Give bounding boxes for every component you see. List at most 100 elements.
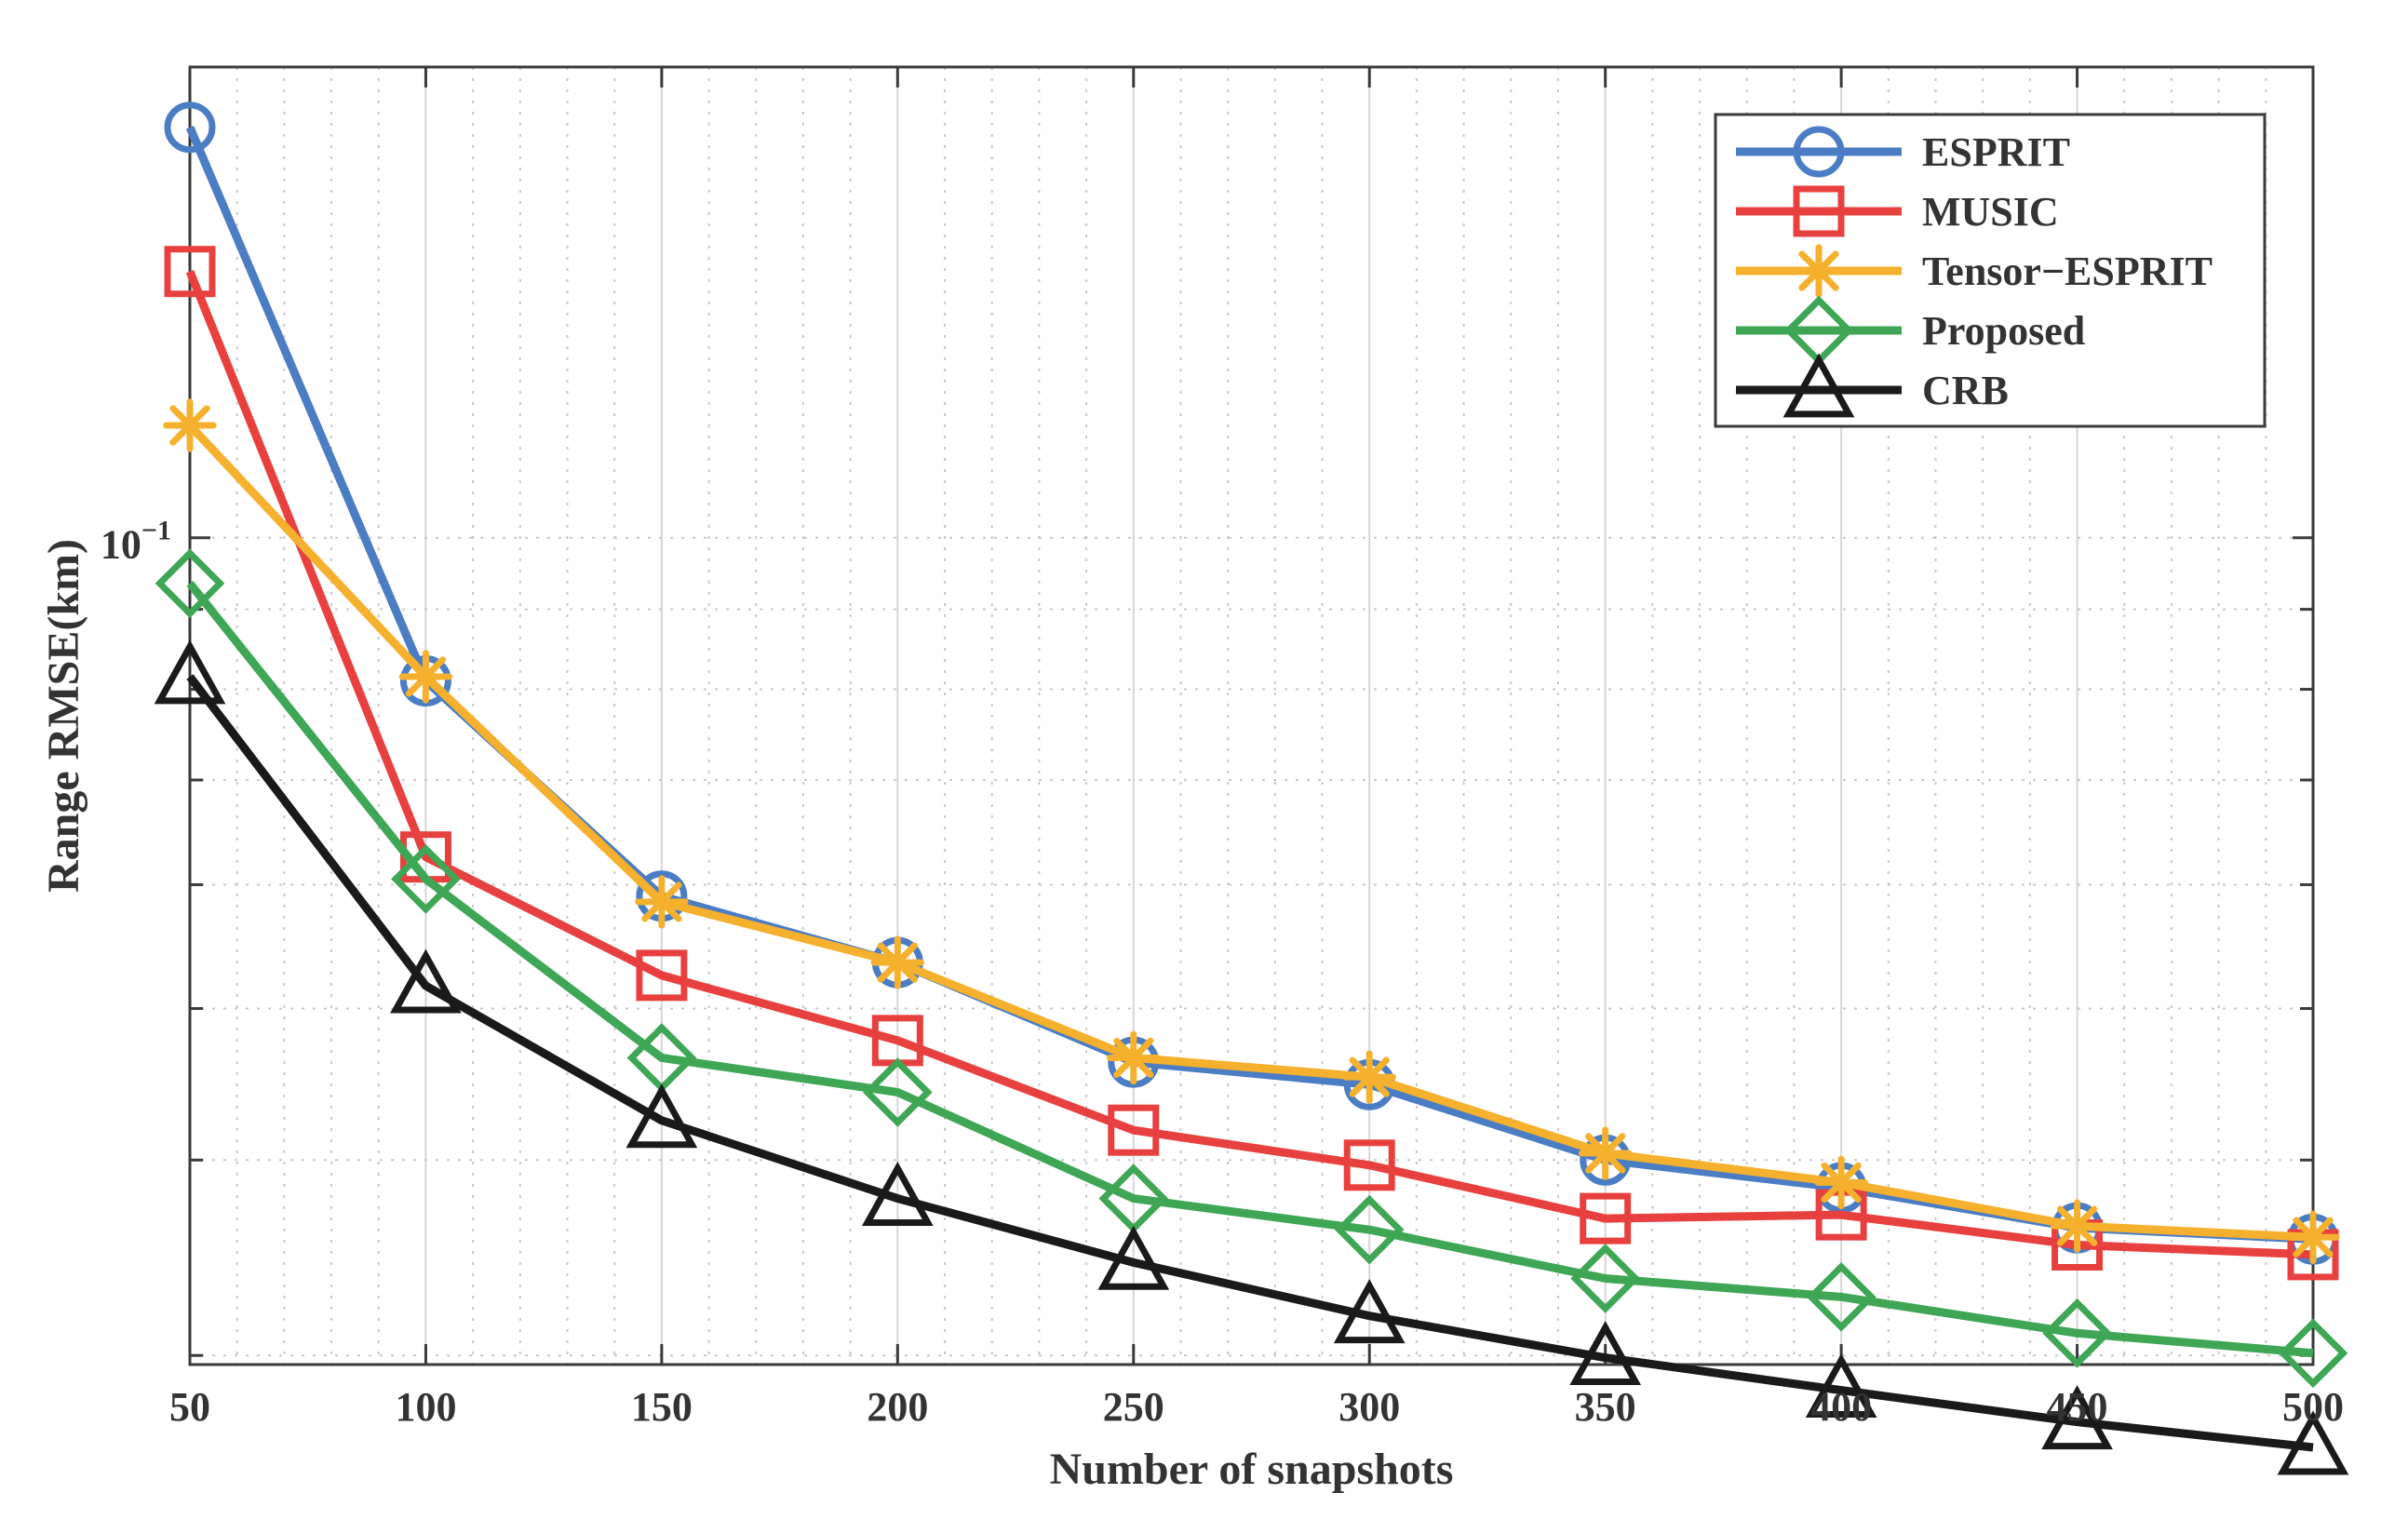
x-tick-label: 100 xyxy=(395,1384,456,1430)
asterisk-marker xyxy=(1792,244,1846,298)
data-point xyxy=(1333,1279,1406,1344)
data-point xyxy=(1343,1139,1395,1191)
data-point xyxy=(1569,1321,1642,1386)
x-tick-label: 400 xyxy=(1810,1384,1872,1430)
x-tick-label: 250 xyxy=(1103,1384,1164,1430)
diamond-marker xyxy=(1806,1261,1877,1332)
series-line-crb xyxy=(186,674,2314,1452)
asterisk-marker xyxy=(163,398,217,452)
data-point xyxy=(635,875,689,929)
triangle-marker xyxy=(2041,1385,2113,1450)
asterisk-marker xyxy=(1107,1030,1161,1085)
data-point xyxy=(862,1057,933,1127)
data-point xyxy=(1806,1261,1877,1332)
asterisk-stroke xyxy=(1798,250,1839,291)
diamond-marker xyxy=(391,844,461,914)
data-point xyxy=(1580,1192,1632,1244)
x-tick-label: 350 xyxy=(1575,1384,1636,1430)
diamond-marker xyxy=(2278,1318,2348,1389)
triangle-marker xyxy=(861,1161,934,1226)
diamond-marker xyxy=(155,548,225,619)
asterisk-marker xyxy=(1814,1155,1868,1210)
triangle-marker xyxy=(626,1083,698,1149)
square-marker xyxy=(1108,1104,1160,1156)
series-crb xyxy=(154,639,2349,1475)
asterisk-stroke xyxy=(877,942,918,983)
series-proposed xyxy=(155,548,2348,1389)
y-tick-label: 10−1 xyxy=(101,516,171,568)
triangle-marker xyxy=(154,639,226,705)
y-tick-label-exponent: −1 xyxy=(141,516,171,546)
asterisk-marker xyxy=(1578,1126,1633,1180)
asterisk-marker xyxy=(2286,1210,2340,1264)
data-point xyxy=(861,1161,934,1226)
series-line-proposed xyxy=(186,580,2314,1358)
legend-label: MUSIC xyxy=(1922,189,2059,235)
diamond-marker xyxy=(1570,1244,1641,1313)
diamond-marker xyxy=(1334,1194,1405,1265)
data-point xyxy=(155,548,225,619)
square-marker xyxy=(1343,1139,1395,1191)
x-tick-label: 200 xyxy=(867,1384,928,1430)
diamond-marker xyxy=(862,1057,933,1127)
asterisk-stroke xyxy=(1585,1133,1626,1174)
triangle-marker xyxy=(1782,353,1855,418)
data-point xyxy=(2042,1298,2112,1368)
square-marker xyxy=(636,949,688,1002)
series-line-tensor-esprit xyxy=(186,422,2314,1242)
asterisk-stroke xyxy=(2056,1205,2098,1246)
data-point xyxy=(1814,1155,1868,1210)
series-line-music xyxy=(185,270,2314,1259)
data-point xyxy=(390,948,462,1014)
data-point xyxy=(2041,1385,2113,1450)
grid xyxy=(189,66,2314,1365)
data-point xyxy=(626,1083,698,1149)
asterisk-stroke xyxy=(405,656,447,697)
circle-marker xyxy=(164,101,216,154)
square-marker xyxy=(1793,185,1845,237)
asterisk-marker xyxy=(2050,1199,2105,1253)
data-point xyxy=(164,101,216,154)
data-point xyxy=(398,650,453,704)
triangle-marker xyxy=(2277,1410,2349,1475)
data-point xyxy=(1805,1353,1877,1419)
data-point xyxy=(164,246,216,298)
legend-item-tensor-esprit: Tensor−ESPRIT xyxy=(1736,244,2213,298)
asterisk-marker xyxy=(870,935,925,989)
data-point xyxy=(2277,1410,2349,1475)
triangle-marker xyxy=(1097,1225,1170,1290)
series-music xyxy=(164,246,2339,1281)
data-point xyxy=(636,949,688,1002)
x-tick-label: 500 xyxy=(2282,1384,2344,1430)
data-point xyxy=(154,639,226,705)
asterisk-marker xyxy=(635,875,689,929)
asterisk-stroke xyxy=(641,881,682,922)
asterisk-stroke xyxy=(169,405,210,446)
x-tick-label: 300 xyxy=(1339,1384,1400,1430)
data-point xyxy=(1108,1104,1160,1156)
legend-label: Tensor−ESPRIT xyxy=(1922,249,2213,294)
x-tick-labels: 50 100 150 200 250 300 350 400 450 500 xyxy=(169,1384,2344,1430)
series-tensor-esprit xyxy=(163,398,2340,1264)
x-axis-label: Number of snapshots xyxy=(1050,1445,1454,1494)
asterisk-stroke xyxy=(1113,1037,1154,1079)
triangle-marker xyxy=(1805,1353,1877,1419)
data-point xyxy=(2286,1210,2340,1264)
asterisk-stroke xyxy=(1821,1162,1862,1204)
x-tick-label: 150 xyxy=(631,1384,693,1430)
data-point xyxy=(1107,1030,1161,1085)
asterisk-marker xyxy=(1342,1050,1396,1104)
data-point xyxy=(391,844,461,914)
legend-item-music: MUSIC xyxy=(1736,185,2059,237)
legend-label: Proposed xyxy=(1922,308,2085,354)
legend-label: ESPRIT xyxy=(1922,129,2070,175)
data-point xyxy=(1570,1244,1641,1313)
data-point xyxy=(870,935,925,989)
series-layer xyxy=(154,101,2349,1475)
square-marker xyxy=(1580,1192,1632,1244)
data-point xyxy=(1097,1225,1170,1290)
asterisk-stroke xyxy=(1349,1056,1390,1097)
asterisk-marker xyxy=(398,650,453,704)
legend: ESPRIT MUSIC Tensor−ESPRIT Proposed CRB xyxy=(1714,113,2267,428)
